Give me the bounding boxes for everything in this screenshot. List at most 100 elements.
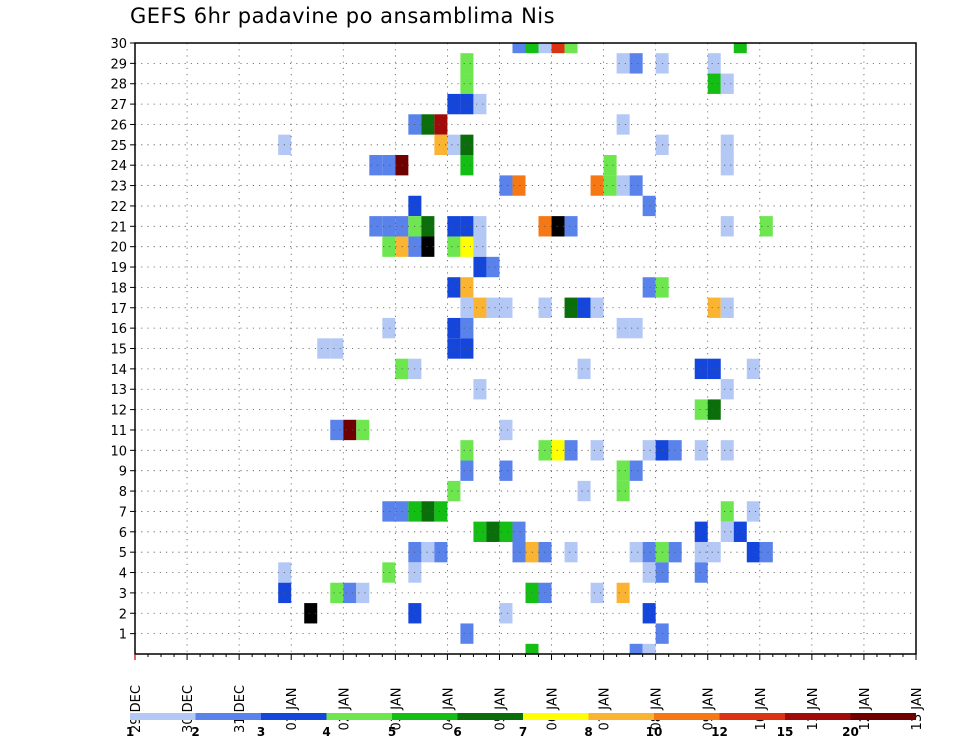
heatmap-cell — [603, 155, 617, 176]
heatmap-cell — [460, 297, 474, 318]
heatmap-cell — [460, 317, 474, 339]
heatmap-cell — [577, 297, 591, 318]
heatmap-cell — [551, 43, 565, 54]
gridlines — [135, 42, 916, 654]
heatmap-cell — [460, 53, 474, 74]
heatmap-cell — [642, 277, 656, 298]
y-tick-label: 2 — [119, 607, 127, 622]
colorbar-label: 3 — [257, 725, 265, 739]
colorbar-swatch — [654, 713, 720, 720]
heatmap-cell — [499, 175, 513, 196]
heatmap-cell — [707, 73, 721, 94]
heatmap-cell — [720, 134, 734, 156]
colorbar-label: 12 — [711, 725, 728, 739]
colorbar: 1 2 3 4 5 6 7 8 10 12 15 20 — [126, 713, 916, 739]
heatmap-cell — [564, 216, 578, 237]
heatmap-cell — [460, 155, 474, 176]
heatmap-cell — [746, 541, 760, 563]
y-tick-label: 9 — [119, 465, 127, 480]
heatmap-cell — [616, 582, 630, 604]
chart-title: GEFS 6hr padavine po ansamblima Nis — [130, 4, 556, 28]
colorbar-label: 2 — [191, 725, 199, 739]
heatmap-cell — [447, 277, 461, 298]
heatmap-cell — [616, 114, 630, 135]
colorbar-swatch — [195, 713, 261, 720]
heatmap-cell — [460, 93, 474, 115]
heatmap-cell — [642, 603, 656, 624]
heatmap-cell — [642, 541, 656, 563]
heatmap-cell — [642, 440, 656, 461]
heatmap-cell — [707, 541, 721, 563]
heatmap-cell — [499, 603, 513, 624]
heatmap-cell — [421, 114, 435, 135]
heatmap-cell — [447, 134, 461, 156]
y-tick-label: 7 — [119, 505, 127, 520]
heatmap-cell — [447, 480, 461, 502]
heatmap-cell — [616, 53, 630, 74]
heatmap-cell — [447, 338, 461, 359]
x-axis: 29 DEC 30 DEC 31 DEC 01 JAN 02 JAN 03 JAN 04 J… — [129, 654, 925, 733]
heatmap-cell — [473, 379, 487, 400]
heatmap-cell — [525, 643, 539, 654]
heatmap-cell — [460, 73, 474, 94]
heatmap-cell — [746, 358, 760, 380]
y-tick-label: 30 — [110, 37, 127, 52]
heatmap-cell — [694, 521, 708, 542]
heatmap-cell — [564, 297, 578, 318]
y-tick-label: 12 — [110, 404, 127, 419]
y-tick-label: 27 — [110, 98, 127, 113]
heatmap-cell — [707, 53, 721, 74]
colorbar-label: 8 — [584, 725, 592, 739]
heatmap-cell — [356, 419, 370, 441]
heatmap-cell — [330, 338, 344, 359]
colorbar-swatch — [785, 713, 851, 720]
heatmap-cell — [434, 134, 448, 156]
heatmap-cell — [564, 43, 578, 54]
heatmap-cell — [460, 134, 474, 156]
colorbar-label: 4 — [322, 725, 330, 739]
heatmap-cell — [616, 175, 630, 196]
colorbar-label: 1 — [126, 725, 134, 739]
heatmap-cell — [694, 562, 708, 583]
x-tick-label: 12 JAN — [858, 688, 873, 731]
heatmap-cell — [434, 114, 448, 135]
heatmap-cell — [616, 460, 630, 481]
heatmap-cell — [629, 541, 643, 563]
heatmap-cell — [564, 440, 578, 461]
heatmap-cell — [733, 43, 747, 54]
heatmap-cell — [512, 541, 526, 563]
heatmap-cell — [369, 216, 383, 237]
heatmap-cell — [369, 155, 383, 176]
heatmap-cell — [317, 338, 331, 359]
heatmap-cell — [473, 297, 487, 318]
heatmap-cell — [642, 643, 656, 654]
x-tick-label: 01 JAN — [285, 688, 300, 731]
y-tick-label: 21 — [110, 220, 127, 235]
colorbar-swatch — [523, 713, 589, 720]
colorbar-swatch — [588, 713, 654, 720]
colorbar-swatch — [392, 713, 458, 720]
heatmap-cell — [473, 236, 487, 257]
y-tick-label: 3 — [119, 587, 127, 602]
y-tick-label: 4 — [119, 567, 127, 582]
heatmap-cell — [460, 277, 474, 298]
x-tick-label: 10 JAN — [754, 688, 769, 731]
heatmap-cell — [421, 216, 435, 237]
heatmap-cell — [382, 317, 396, 339]
heatmap-cell — [486, 521, 500, 542]
colorbar-label: 10 — [646, 725, 663, 739]
heatmap-cells — [278, 43, 773, 654]
heatmap-cell — [577, 358, 591, 380]
heatmap-cell — [460, 338, 474, 359]
colorbar-swatch — [850, 713, 916, 720]
y-axis: 1234567891011121314151617181920212223242… — [110, 37, 135, 643]
heatmap-cell — [382, 501, 396, 522]
heatmap-cell — [720, 501, 734, 522]
heatmap-cell — [525, 43, 539, 54]
heatmap-cell — [642, 195, 656, 217]
x-tick-label: 30 DEC — [181, 685, 196, 733]
heatmap-cell — [447, 317, 461, 339]
y-tick-label: 22 — [110, 200, 127, 215]
y-tick-label: 19 — [110, 261, 127, 276]
y-tick-label: 5 — [119, 546, 127, 561]
